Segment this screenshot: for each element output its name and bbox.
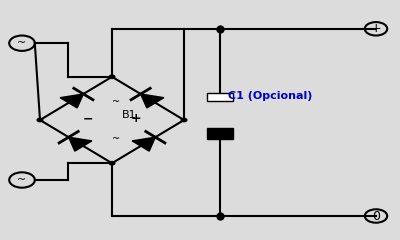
Text: +: + — [131, 112, 141, 125]
Circle shape — [181, 118, 187, 122]
Text: 0: 0 — [372, 210, 380, 222]
Circle shape — [109, 162, 115, 165]
Text: ~: ~ — [17, 175, 27, 185]
Text: ~: ~ — [112, 97, 120, 107]
Circle shape — [37, 118, 43, 122]
Text: ~: ~ — [17, 38, 27, 48]
Text: B1: B1 — [122, 110, 137, 120]
Polygon shape — [60, 94, 83, 108]
Bar — [207, 128, 233, 139]
Polygon shape — [132, 137, 155, 151]
Text: C1 (Opcional): C1 (Opcional) — [228, 91, 312, 101]
Polygon shape — [141, 94, 164, 108]
Polygon shape — [69, 137, 92, 151]
Bar — [207, 93, 233, 101]
Text: −: − — [83, 112, 93, 125]
Text: ~: ~ — [112, 134, 120, 144]
Circle shape — [109, 75, 115, 78]
Text: +: + — [371, 22, 381, 35]
